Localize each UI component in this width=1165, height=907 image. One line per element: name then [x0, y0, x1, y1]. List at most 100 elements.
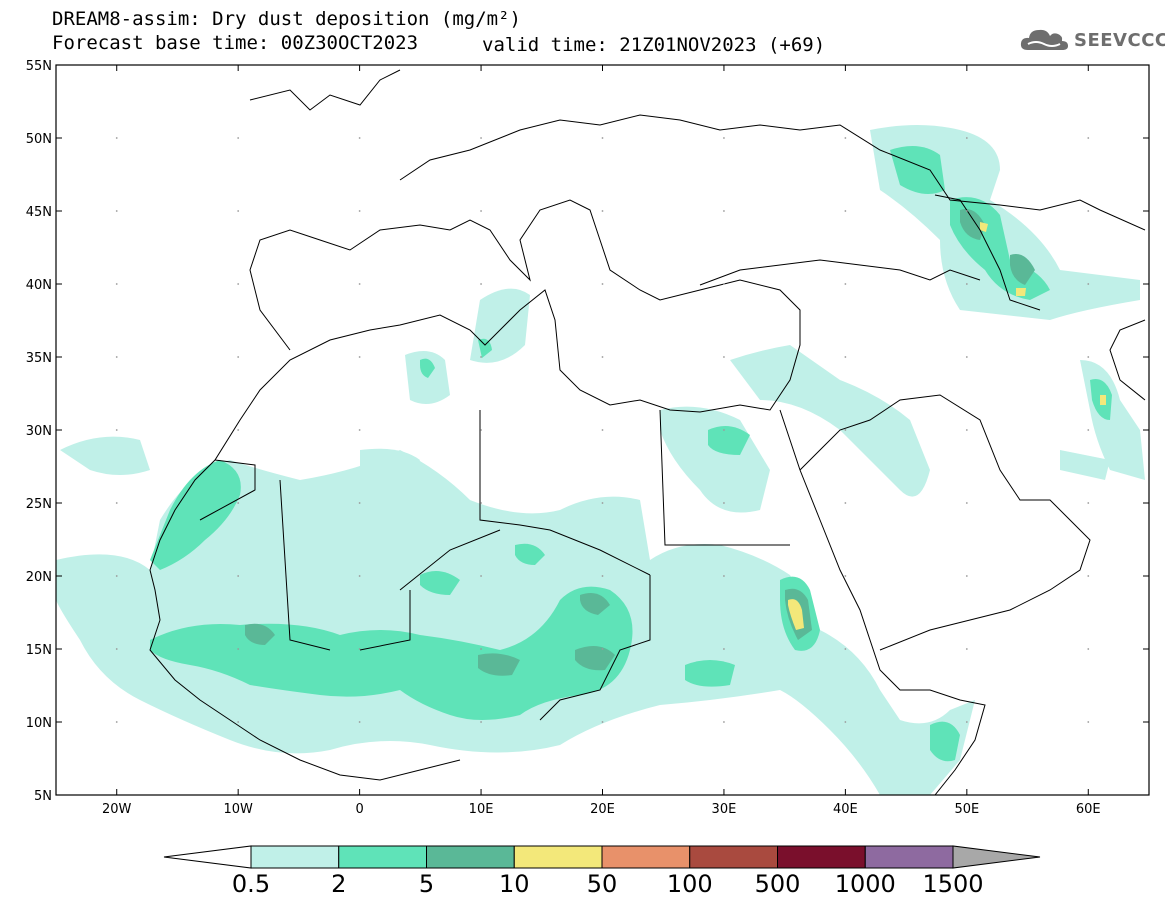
lat-tick-label: 20N	[26, 570, 52, 585]
colorbar-label: 5	[419, 872, 434, 896]
colorbar-label: 1500	[922, 872, 983, 896]
colorbar-under-arrow	[164, 846, 251, 868]
grid-dot	[359, 429, 361, 431]
grid-dot	[723, 283, 725, 285]
lon-tick-label: 0	[355, 802, 363, 817]
lat-tick-label: 45N	[26, 205, 52, 220]
grid-dot	[602, 648, 604, 650]
grid-dot	[1087, 721, 1089, 723]
colorbar-label: 2	[331, 872, 346, 896]
grid-dot	[359, 283, 361, 285]
lat-tick-label: 10N	[26, 716, 52, 731]
grid-dot	[966, 429, 968, 431]
colorbar-label: 10	[499, 872, 530, 896]
lon-tick-label: 10E	[469, 802, 494, 817]
grid-dot	[844, 648, 846, 650]
grid-dot	[844, 575, 846, 577]
grid-dot	[966, 502, 968, 504]
grid-dot	[844, 210, 846, 212]
grid-dot	[966, 210, 968, 212]
grid-dot	[480, 137, 482, 139]
colorbar-segment	[251, 846, 339, 868]
grid-dot	[116, 721, 118, 723]
colorbar-segment	[865, 846, 953, 868]
colorbar-label: 1000	[835, 872, 896, 896]
grid-dot	[602, 429, 604, 431]
grid-dot	[480, 502, 482, 504]
grid-dot	[359, 210, 361, 212]
grid-dot	[602, 721, 604, 723]
colorbar-label: 500	[755, 872, 801, 896]
grid-dot	[116, 502, 118, 504]
lon-tick-label: 50E	[954, 802, 979, 817]
grid-dot	[237, 137, 239, 139]
grid-dot	[359, 137, 361, 139]
colorbar-label: 50	[587, 872, 618, 896]
grid-dot	[237, 210, 239, 212]
colorbar	[164, 846, 1040, 868]
grid-dot	[602, 137, 604, 139]
grid-dot	[116, 356, 118, 358]
grid-dot	[723, 502, 725, 504]
grid-dot	[723, 429, 725, 431]
colorbar-label: 0.5	[232, 872, 270, 896]
grid-dot	[723, 356, 725, 358]
grid-dot	[844, 721, 846, 723]
lat-tick-label: 50N	[26, 132, 52, 147]
grid-dot	[480, 356, 482, 358]
grid-dot	[1087, 502, 1089, 504]
grid-dot	[480, 575, 482, 577]
grid-dot	[723, 210, 725, 212]
grid-dot	[966, 575, 968, 577]
grid-dot	[723, 648, 725, 650]
grid-dot	[602, 575, 604, 577]
grid-dot	[359, 356, 361, 358]
grid-dot	[844, 356, 846, 358]
grid-dot	[237, 429, 239, 431]
colorbar-segment	[690, 846, 778, 868]
grid-dot	[966, 721, 968, 723]
lat-tick-label: 40N	[26, 278, 52, 293]
grid-dot	[480, 429, 482, 431]
colorbar-segment	[339, 846, 427, 868]
grid-dot	[844, 429, 846, 431]
grid-dot	[359, 721, 361, 723]
grid-dot	[237, 502, 239, 504]
lon-tick-label: 30E	[712, 802, 737, 817]
grid-dot	[1087, 429, 1089, 431]
grid-dot	[602, 502, 604, 504]
grid-dot	[1087, 356, 1089, 358]
grid-dot	[237, 648, 239, 650]
grid-dot	[116, 429, 118, 431]
lat-tick-label: 15N	[26, 643, 52, 658]
grid-dot	[966, 283, 968, 285]
grid-dot	[602, 356, 604, 358]
grid-dot	[480, 721, 482, 723]
lon-tick-label: 20E	[590, 802, 615, 817]
grid-dot	[966, 137, 968, 139]
colorbar-label: 100	[667, 872, 713, 896]
lat-tick-label: 5N	[34, 789, 52, 804]
colorbar-over-arrow	[953, 846, 1040, 868]
grid-dot	[359, 648, 361, 650]
latitude-labels: 55N 50N 45N 40N 35N 30N 25N 20N 15N 10N 5N	[26, 59, 52, 804]
grid-dot	[1087, 137, 1089, 139]
grid-dot	[723, 575, 725, 577]
grid-dot	[116, 137, 118, 139]
grid-dot	[480, 648, 482, 650]
lat-tick-label: 35N	[26, 351, 52, 366]
grid-dot	[116, 283, 118, 285]
lat-tick-label: 25N	[26, 497, 52, 512]
grid-dot	[723, 137, 725, 139]
grid-dot	[237, 721, 239, 723]
lat-tick-label: 30N	[26, 424, 52, 439]
lon-tick-label: 20W	[102, 802, 132, 817]
colorbar-segment	[778, 846, 866, 868]
grid-dot	[602, 210, 604, 212]
grid-dot	[237, 283, 239, 285]
grid-dot	[1087, 575, 1089, 577]
lon-tick-label: 40E	[833, 802, 858, 817]
grid-dot	[844, 283, 846, 285]
colorbar-segment	[602, 846, 690, 868]
